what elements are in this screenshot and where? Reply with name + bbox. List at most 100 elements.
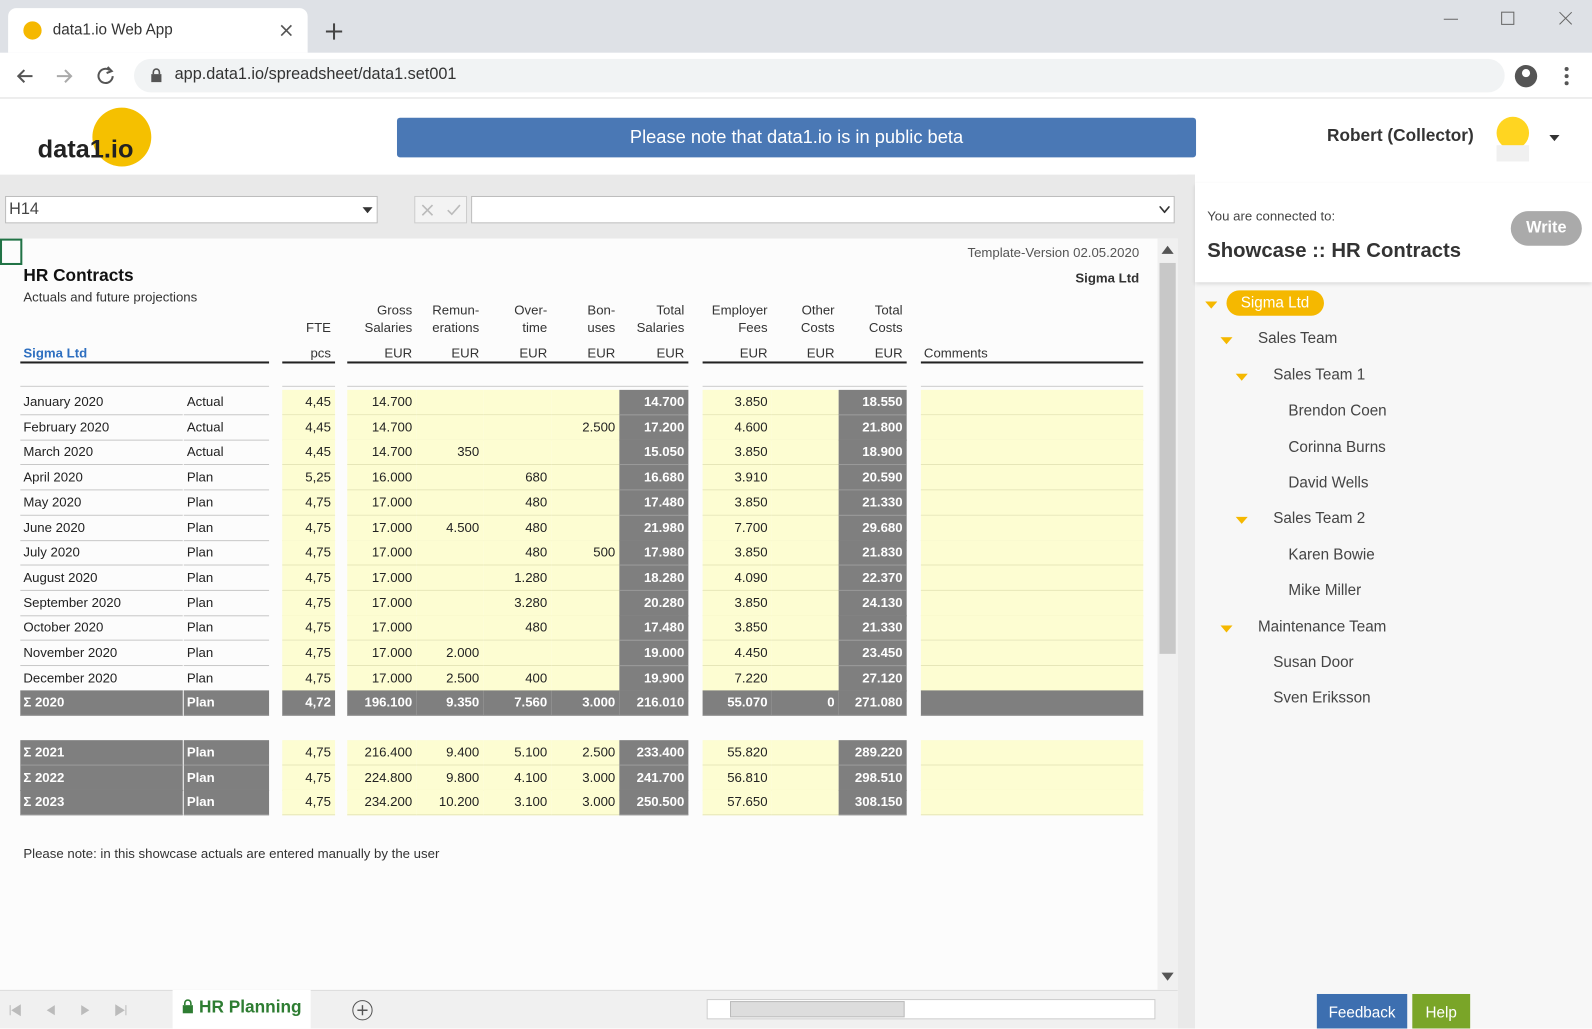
comment-cell[interactable] — [920, 765, 1144, 791]
comment-cell[interactable] — [920, 790, 1144, 816]
feedback-button[interactable]: Feedback — [1316, 993, 1408, 1029]
comment-cell[interactable] — [920, 414, 1144, 441]
value-cell: 55.070 — [702, 690, 772, 717]
value-cell: 3.100 — [483, 790, 552, 816]
value-cell — [416, 465, 484, 491]
comment-cell[interactable] — [920, 515, 1144, 541]
name-box[interactable]: H14 — [5, 195, 378, 224]
formula-buttons[interactable] — [414, 195, 468, 224]
column-header: Salaries — [364, 319, 413, 336]
tree-node[interactable]: Sales Team 2 — [1273, 510, 1366, 528]
row-label: October 2020 — [20, 616, 183, 641]
profile-menu-icons[interactable] — [1513, 63, 1578, 89]
value-cell — [416, 590, 484, 616]
comment-cell[interactable] — [920, 590, 1144, 616]
tree-node[interactable]: Brendon Coen — [1288, 402, 1387, 420]
scroll-thumb[interactable] — [1159, 262, 1176, 654]
tree-node[interactable]: Mike Miller — [1288, 581, 1362, 600]
value-cell — [771, 389, 839, 416]
comment-cell[interactable] — [920, 465, 1144, 491]
tree-node[interactable]: Corinna Burns — [1288, 438, 1386, 456]
expand-arrow[interactable] — [1235, 373, 1248, 381]
expand-arrow[interactable] — [1205, 301, 1218, 310]
selected-cell — [0, 238, 23, 265]
url-field[interactable]: app.data1.io/spreadsheet/data1.set001 — [134, 58, 1505, 93]
add-sheet-icon[interactable] — [351, 999, 373, 1021]
comment-cell[interactable] — [920, 565, 1144, 591]
tree-node[interactable]: Sigma Ltd — [1226, 290, 1324, 316]
comment-cell[interactable] — [920, 540, 1144, 566]
beta-banner: Please note that data1.io is in public b… — [396, 117, 1197, 158]
spreadsheet[interactable]: Template-Version 02.05.2020 Sigma Ltd HR C… — [0, 238, 1158, 990]
value-cell — [771, 665, 839, 692]
new-tab-icon[interactable] — [325, 22, 343, 40]
sheet-tab[interactable]: HR Planning — [172, 989, 311, 1029]
value-cell: 19.900 — [619, 665, 689, 692]
tree-node[interactable]: Maintenance Team — [1257, 617, 1387, 636]
value-cell: 3.850 — [702, 389, 772, 416]
value-cell — [771, 515, 839, 541]
value-cell: 3.850 — [702, 540, 772, 566]
splitter[interactable] — [1177, 174, 1196, 1029]
value-cell: 4,45 — [282, 414, 336, 441]
value-cell: 480 — [483, 515, 552, 541]
logo-text[interactable]: data1.io — [37, 135, 134, 164]
help-button[interactable]: Help — [1412, 993, 1471, 1029]
value-cell: 3.000 — [551, 765, 620, 791]
comment-cell[interactable] — [920, 615, 1144, 641]
expand-arrow[interactable] — [1220, 625, 1233, 633]
row-label: August 2020 — [20, 565, 183, 591]
user-avatar[interactable] — [1488, 111, 1569, 164]
comment-cell[interactable] — [920, 389, 1144, 416]
value-cell: 7.700 — [702, 515, 772, 541]
value-cell — [551, 440, 620, 466]
expand-arrow[interactable] — [1220, 337, 1233, 345]
write-button[interactable]: Write — [1510, 211, 1582, 246]
value-cell: 15.050 — [619, 440, 689, 466]
row-label: April 2020 — [20, 465, 183, 491]
scroll-down[interactable] — [1161, 972, 1174, 982]
value-cell: 4,75 — [282, 565, 336, 591]
expand-arrow[interactable] — [1235, 517, 1248, 525]
column-unit: EUR — [587, 345, 616, 361]
comment-cell[interactable] — [920, 740, 1144, 766]
formula-input[interactable] — [471, 195, 1175, 224]
row-status: Plan — [183, 540, 270, 566]
window-controls[interactable] — [1442, 8, 1584, 30]
horizontal-scrollbar[interactable] — [706, 999, 1156, 1020]
comment-cell[interactable] — [920, 440, 1144, 466]
column-header: Over- — [514, 302, 548, 318]
note: Please note: in this showcase actuals ar… — [23, 845, 440, 861]
nav-icons[interactable] — [14, 65, 116, 87]
value-cell: 57.650 — [702, 790, 772, 816]
row-label: November 2020 — [20, 641, 183, 667]
h-scroll-thumb[interactable] — [730, 1001, 905, 1018]
browser-tab[interactable]: data1.io Web App — [8, 8, 308, 53]
scroll-up[interactable] — [1161, 245, 1174, 255]
tree-node[interactable]: Karen Bowie — [1288, 546, 1375, 564]
tab-nav-icons[interactable] — [8, 1003, 130, 1017]
vertical-scrollbar[interactable] — [1157, 238, 1178, 990]
user-name[interactable]: Robert (Collector) — [1327, 125, 1474, 146]
tree-node[interactable]: Sales Team 1 — [1273, 366, 1366, 384]
tree-node[interactable]: Susan Door — [1273, 653, 1354, 672]
value-cell: 500 — [551, 540, 620, 566]
sheet-title: HR Contracts — [23, 266, 134, 286]
comment-cell[interactable] — [920, 640, 1144, 667]
app-header: data1.io Please note that data1.io is in… — [0, 98, 1592, 175]
value-cell: 21.830 — [838, 540, 907, 566]
comment-cell[interactable] — [920, 490, 1144, 516]
entity-link[interactable]: Sigma Ltd — [23, 345, 88, 361]
tree-node[interactable]: David Wells — [1288, 474, 1369, 492]
lock-icon — [182, 999, 193, 1014]
row-label: Σ 2022 — [20, 765, 183, 791]
tree-node[interactable]: Sales Team — [1257, 330, 1338, 348]
comment-cell[interactable] — [920, 665, 1144, 692]
value-cell: 22.370 — [838, 565, 907, 591]
close-tab-icon[interactable] — [280, 24, 292, 37]
value-cell: 2.500 — [551, 414, 620, 441]
row-status: Actual — [183, 390, 270, 416]
comment-cell[interactable] — [920, 690, 1144, 717]
tree-node[interactable]: Sven Eriksson — [1273, 689, 1371, 708]
